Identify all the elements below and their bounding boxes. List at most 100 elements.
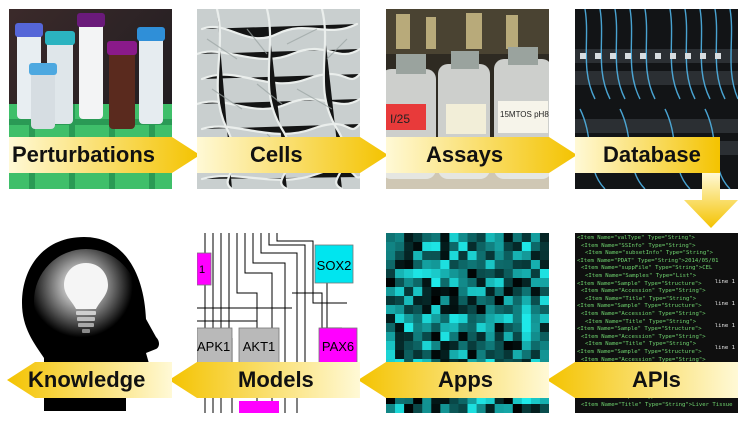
sox2-node-label: SOX2 <box>317 258 352 273</box>
heatmap-cell <box>395 233 405 243</box>
heatmap-cell <box>512 269 523 279</box>
heatmap-cell <box>494 332 505 342</box>
xml-code-line: <Item Name="Samples" Type="List"> <box>585 272 697 279</box>
heatmap-cell <box>503 287 514 297</box>
heatmap-cell <box>458 305 468 315</box>
stage-label-assays: Assays <box>426 142 504 167</box>
heatmap-cell <box>494 269 505 279</box>
heatmap-cell <box>467 332 477 342</box>
heatmap-cell <box>539 269 549 279</box>
heatmap-cell <box>431 278 441 288</box>
heatmap-cell <box>467 233 477 243</box>
heatmap-cell <box>503 233 514 243</box>
akt1-node-label: AKT1 <box>243 339 276 354</box>
heatmap-cell <box>395 332 405 342</box>
heatmap-cell <box>422 395 432 405</box>
heatmap-cell <box>530 269 541 279</box>
heatmap-cell <box>440 233 450 243</box>
heatmap-cell <box>512 242 523 252</box>
heatmap-cell <box>467 395 477 405</box>
heatmap-cell <box>413 305 423 315</box>
heatmap-cell <box>449 278 459 288</box>
heatmap-cell <box>530 314 541 324</box>
heatmap-cell <box>431 350 441 360</box>
heatmap-cell <box>512 350 523 360</box>
heatmap-cell <box>449 242 459 252</box>
heatmap-cell <box>431 404 441 413</box>
heatmap-cell <box>431 341 441 351</box>
heatmap-cell <box>395 350 405 360</box>
heatmap-cell <box>539 287 549 297</box>
stage-label-cells: Cells <box>250 142 303 167</box>
lightbulb-icon <box>64 263 108 333</box>
heatmap-cell <box>530 242 541 252</box>
heatmap-cell <box>440 314 450 324</box>
heatmap-cell <box>395 251 405 261</box>
arrow-left-icon <box>169 362 360 398</box>
heatmap-cell <box>413 404 423 413</box>
heatmap-cell <box>539 305 549 315</box>
heatmap-cell <box>503 323 514 333</box>
heatmap-cell <box>431 233 441 243</box>
heatmap-cell <box>467 314 477 324</box>
heatmap-cell <box>449 305 459 315</box>
heatmap-cell <box>521 350 532 360</box>
heatmap-cell <box>395 296 405 306</box>
heatmap-cell <box>494 404 505 413</box>
heatmap-cell <box>404 242 414 252</box>
heatmap-cell <box>404 323 414 333</box>
heatmap-cell <box>458 278 468 288</box>
heatmap-cell <box>494 287 505 297</box>
heatmap-cell <box>440 269 450 279</box>
heatmap-cell <box>395 287 405 297</box>
heatmap-cell <box>467 269 477 279</box>
heatmap-cell <box>413 242 423 252</box>
heatmap-cell <box>449 341 459 351</box>
arrow-left-icon <box>7 362 172 398</box>
heatmap-cell <box>386 341 396 351</box>
xml-code-line: <Item Name="Sample" Type="Structure"> <box>577 303 702 310</box>
heatmap-cell <box>512 314 523 324</box>
heatmap-cell <box>440 323 450 333</box>
heatmap-cell <box>449 404 459 413</box>
heatmap-cell <box>458 395 468 405</box>
heatmap-cell <box>404 314 414 324</box>
heatmap-cell <box>404 269 414 279</box>
pax6-node-label: PAX6 <box>322 339 354 354</box>
heatmap-cell <box>449 350 459 360</box>
xml-code-line: <Item Name="Title" Type="String"> <box>585 341 697 348</box>
heatmap-cell <box>440 242 450 252</box>
heatmap-cell <box>404 287 414 297</box>
heatmap-cell <box>485 404 495 413</box>
heatmap-cell <box>512 233 523 243</box>
heatmap-cell <box>521 260 532 270</box>
heatmap-cell <box>404 341 414 351</box>
heatmap-cell <box>386 233 396 243</box>
heatmap-cell <box>521 305 532 315</box>
heatmap-cell <box>512 404 523 413</box>
heatmap-cell <box>458 323 468 333</box>
heatmap-cell <box>521 395 532 405</box>
heatmap-cell <box>386 287 396 297</box>
heatmap-cell <box>422 404 432 413</box>
heatmap-cell <box>530 395 541 405</box>
heatmap-cell <box>422 305 432 315</box>
heatmap-cell <box>449 395 459 405</box>
heatmap-cell <box>494 323 505 333</box>
heatmap-cell <box>521 278 532 288</box>
heatmap-cell <box>539 296 549 306</box>
heatmap-cell <box>476 278 486 288</box>
heatmap-cell <box>467 287 477 297</box>
arrow-right-icon <box>386 137 577 173</box>
arrow-right-icon <box>9 137 200 173</box>
heatmap-cell <box>521 287 532 297</box>
heatmap-cell <box>503 278 514 288</box>
heatmap-cell <box>422 251 432 261</box>
heatmap-cell <box>458 332 468 342</box>
heatmap-cell <box>485 314 495 324</box>
heatmap-cell <box>458 296 468 306</box>
heatmap-cell <box>476 314 486 324</box>
heatmap-cell <box>467 260 477 270</box>
heatmap-cell <box>476 269 486 279</box>
akt1-node <box>238 327 280 364</box>
